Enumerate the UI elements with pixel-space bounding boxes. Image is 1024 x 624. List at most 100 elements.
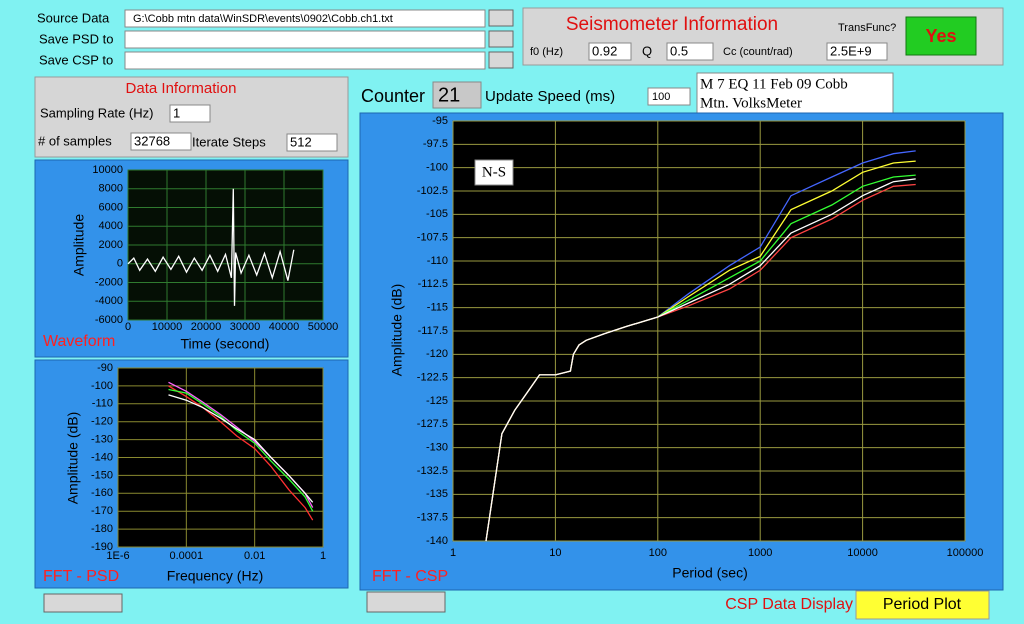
y-tick-label: -127.5 bbox=[417, 418, 448, 430]
y-axis-label: Amplitude (dB) bbox=[389, 284, 405, 377]
y-tick-label: -130 bbox=[426, 442, 448, 454]
counter-field bbox=[432, 81, 482, 109]
cc-field[interactable] bbox=[826, 42, 888, 61]
x-tick-label: 1E-6 bbox=[106, 550, 129, 562]
y-axis-label: Amplitude bbox=[71, 214, 87, 276]
cc-value: 2.5E+9 bbox=[830, 43, 872, 58]
y-tick-label: -102.5 bbox=[417, 185, 448, 197]
path-field[interactable] bbox=[124, 30, 486, 49]
period-plot-button[interactable] bbox=[855, 590, 990, 620]
y-axis-label: Amplitude (dB) bbox=[65, 412, 81, 505]
x-tick-label: 1 bbox=[320, 550, 326, 562]
transfunc-button[interactable] bbox=[905, 16, 977, 56]
y-tick-label: -120 bbox=[426, 348, 448, 360]
y-tick-label: 10000 bbox=[92, 164, 123, 176]
speed-value: 100 bbox=[652, 91, 670, 103]
y-tick-label: -135 bbox=[426, 488, 448, 500]
y-tick-label: -2000 bbox=[95, 276, 123, 288]
x-tick-label: 100000 bbox=[947, 547, 984, 559]
counter-value: 21 bbox=[438, 84, 460, 106]
x-tick-label: 10000 bbox=[152, 321, 183, 333]
source-label: Source Data bbox=[37, 10, 110, 25]
speed-field[interactable] bbox=[647, 87, 691, 106]
y-tick-label: -107.5 bbox=[417, 232, 448, 244]
data-line bbox=[485, 178, 916, 542]
csp-label: Save CSP to bbox=[39, 52, 113, 67]
graph-toolbar[interactable] bbox=[366, 591, 446, 613]
x-tick-label: 1 bbox=[450, 547, 456, 559]
f0-field[interactable] bbox=[588, 42, 632, 61]
y-tick-label: -125 bbox=[426, 395, 448, 407]
y-tick-label: 2000 bbox=[99, 239, 123, 251]
y-tick-label: 0 bbox=[117, 258, 123, 270]
x-axis-label: Period (sec) bbox=[672, 565, 747, 581]
q-field[interactable] bbox=[666, 42, 714, 61]
x-tick-label: 0.01 bbox=[244, 550, 265, 562]
annotation-box bbox=[474, 159, 514, 186]
browse-button[interactable] bbox=[488, 30, 514, 48]
y-tick-label: -180 bbox=[91, 523, 113, 535]
y-tick-label: -110 bbox=[92, 398, 113, 410]
y-tick-label: -105 bbox=[426, 208, 448, 220]
psd-label: Save PSD to bbox=[39, 31, 113, 46]
cc-label: Cc (count/rad) bbox=[723, 46, 793, 58]
y-tick-label: -160 bbox=[91, 487, 113, 499]
chart-title: Waveform bbox=[43, 333, 115, 350]
browse-button[interactable] bbox=[488, 51, 514, 69]
y-tick-label: -100 bbox=[426, 162, 448, 174]
y-tick-label: -117.5 bbox=[418, 325, 448, 337]
x-tick-label: 0 bbox=[125, 321, 131, 333]
x-tick-label: 40000 bbox=[269, 321, 300, 333]
iterate-value: 512 bbox=[290, 134, 312, 149]
annotation: N-S bbox=[482, 164, 506, 180]
f0-value: 0.92 bbox=[592, 43, 617, 58]
x-tick-label: 10000 bbox=[847, 547, 878, 559]
y-tick-label: -115 bbox=[427, 302, 448, 314]
y-tick-label: -132.5 bbox=[417, 465, 448, 477]
rate-field[interactable] bbox=[169, 104, 211, 123]
x-tick-label: 20000 bbox=[191, 321, 222, 333]
y-tick-label: -140 bbox=[426, 535, 448, 547]
iterate-field[interactable] bbox=[286, 133, 338, 152]
data-line bbox=[168, 385, 314, 521]
path-value: G:\Cobb mtn data\WinSDR\events\0902\Cobb… bbox=[133, 13, 393, 25]
samples-field[interactable] bbox=[130, 132, 192, 151]
f0-label: f0 (Hz) bbox=[530, 46, 563, 58]
x-tick-label: 1000 bbox=[748, 547, 772, 559]
graph-toolbar[interactable] bbox=[43, 593, 123, 613]
browse-button[interactable] bbox=[488, 9, 514, 27]
transfunc-label: TransFunc? bbox=[838, 22, 896, 34]
x-axis-label: Time (second) bbox=[181, 336, 270, 352]
data-line bbox=[168, 388, 314, 512]
y-tick-label: -190 bbox=[91, 541, 113, 553]
samples-value: 32768 bbox=[134, 133, 170, 148]
y-tick-label: -137.5 bbox=[417, 512, 448, 524]
event-note-line: M 7 EQ 11 Feb 09 Cobb bbox=[700, 76, 848, 92]
transfunc-value: Yes bbox=[925, 26, 956, 46]
data-line bbox=[168, 394, 314, 503]
chart-title: FFT - PSD bbox=[43, 568, 119, 585]
counter-label: Counter bbox=[361, 86, 425, 106]
chart-title: FFT - CSP bbox=[372, 568, 448, 585]
y-tick-label: 4000 bbox=[99, 220, 123, 232]
q-label: Q bbox=[642, 43, 652, 58]
x-axis-label: Frequency (Hz) bbox=[167, 568, 263, 584]
csp-display-label: CSP Data Display bbox=[725, 596, 853, 613]
data-line bbox=[127, 188, 295, 306]
q-value: 0.5 bbox=[670, 43, 688, 58]
rate-label: Sampling Rate (Hz) bbox=[40, 105, 153, 120]
x-tick-label: 100 bbox=[649, 547, 667, 559]
samples-label: # of samples bbox=[38, 133, 112, 148]
path-field[interactable] bbox=[124, 9, 486, 28]
event-note-line: Mtn. VolksMeter bbox=[700, 95, 802, 111]
y-tick-label: -170 bbox=[91, 505, 113, 517]
panel-title: Data Information bbox=[126, 80, 237, 97]
y-tick-label: -4000 bbox=[95, 295, 123, 307]
x-tick-label: 0.0001 bbox=[170, 550, 204, 562]
speed-label: Update Speed (ms) bbox=[485, 88, 615, 105]
panel-title: Seismometer Information bbox=[566, 14, 778, 35]
y-tick-label: -90 bbox=[97, 362, 113, 374]
path-field[interactable] bbox=[124, 51, 486, 70]
x-tick-label: 30000 bbox=[230, 321, 261, 333]
